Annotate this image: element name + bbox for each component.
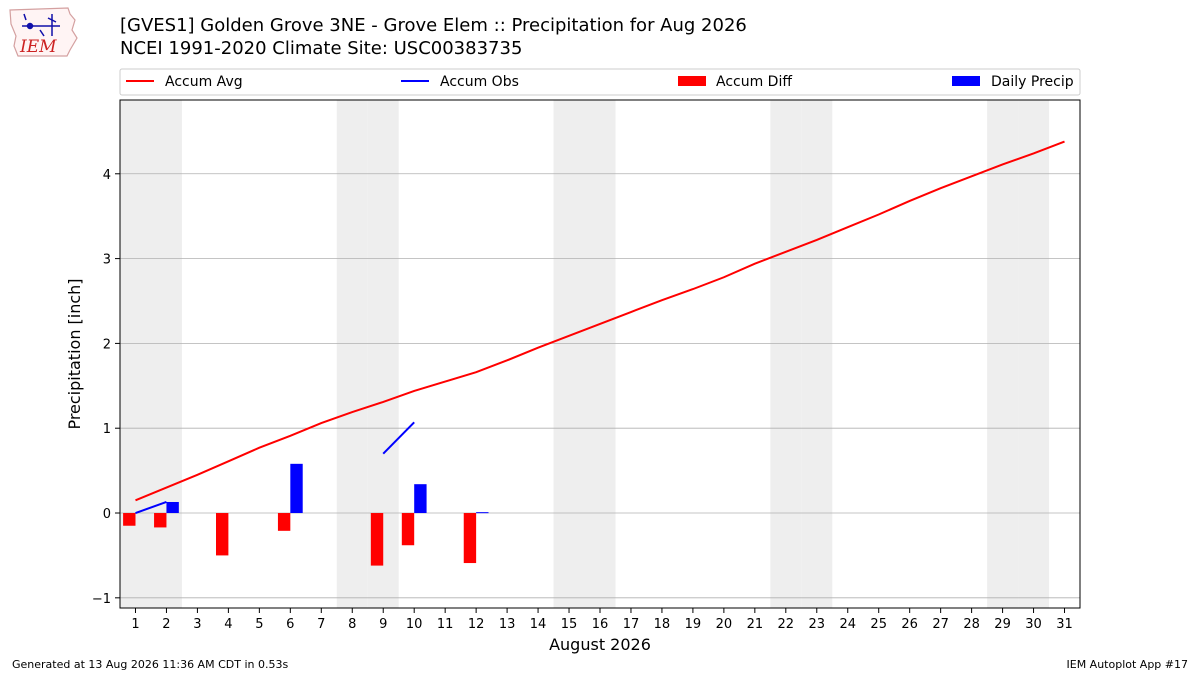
- y-axis-label: Precipitation [inch]: [65, 278, 84, 429]
- x-tick-label: 27: [932, 617, 949, 632]
- accum-obs-segment-0: [135, 501, 167, 514]
- weekend-band-day-1: [120, 100, 151, 608]
- x-tick-label: 23: [809, 617, 826, 632]
- x-tick-label: 3: [193, 617, 201, 632]
- x-tick-label: 8: [348, 617, 356, 632]
- accum-diff-bar-day-2: [154, 513, 167, 528]
- y-tick-label: 0: [103, 507, 111, 522]
- daily-precip-bar-day-6: [290, 463, 303, 514]
- x-tick-label: 1: [131, 617, 139, 632]
- accum-diff-bar-day-9: [370, 513, 384, 566]
- x-tick-label: 19: [685, 617, 702, 632]
- legend-label-accum-avg: Accum Avg: [165, 74, 243, 90]
- accum-obs-line: [135, 421, 415, 514]
- accum-diff-bar-day-1: [123, 513, 136, 526]
- iem-logo: IEM: [9, 7, 78, 57]
- y-tick-label: 1: [103, 422, 111, 437]
- footer-generated-text: Generated at 13 Aug 2026 11:36 AM CDT in…: [12, 658, 288, 671]
- chart-title: [GVES1] Golden Grove 3NE - Grove Elem ::…: [120, 15, 747, 36]
- y-tick-label: −1: [92, 592, 111, 607]
- y-axis: −1 0 1 2 3 4: [92, 168, 120, 607]
- gridlines: [120, 173, 1080, 599]
- x-tick-label: 7: [317, 617, 325, 632]
- x-tick-label: 26: [901, 617, 918, 632]
- y-tick-label: 4: [103, 168, 111, 183]
- legend-swatch-accum-diff: [678, 76, 706, 86]
- x-tick-label: 6: [286, 617, 294, 632]
- daily-precip-bar-day-12: [476, 512, 489, 514]
- legend-label-daily-precip: Daily Precip: [991, 74, 1074, 90]
- footer-app-text: IEM Autoplot App #17: [1067, 658, 1189, 671]
- x-tick-label: 18: [654, 617, 671, 632]
- legend-label-accum-obs: Accum Obs: [440, 74, 519, 90]
- daily-precip-bar-day-10: [414, 484, 427, 514]
- legend-frame: [119, 68, 1081, 96]
- x-tick-label: 14: [530, 617, 547, 632]
- accum-diff-bar-day-10: [401, 513, 415, 546]
- accum-diff-bar-day-6: [277, 513, 291, 531]
- x-axis-label: August 2026: [549, 635, 651, 654]
- accum-diff-bar-day-4: [216, 513, 229, 556]
- x-tick-label: 11: [437, 617, 454, 632]
- accum-avg-series-line: [135, 140, 1065, 502]
- chart-subtitle: NCEI 1991-2020 Climate Site: USC00383735: [120, 38, 522, 59]
- x-tick-label: 10: [406, 617, 423, 632]
- x-tick-label: 29: [994, 617, 1011, 632]
- accum-diff-bars: [123, 513, 477, 566]
- weather-station-icon: [22, 13, 60, 37]
- x-tick-label: 13: [499, 617, 516, 632]
- iem-logo-text: IEM: [19, 37, 57, 57]
- y-tick-label: 3: [103, 253, 111, 268]
- weekend-band-day-8: [336, 100, 368, 608]
- x-tick-label: 22: [778, 617, 795, 632]
- x-tick-label: 12: [468, 617, 485, 632]
- weekend-band-day-15: [553, 100, 585, 608]
- accum-avg-line: [135, 140, 1065, 502]
- x-tick-label: 25: [870, 617, 887, 632]
- x-tick-label: 28: [963, 617, 980, 632]
- x-tick-label: 4: [224, 617, 232, 632]
- iowa-state-outline-icon: [9, 7, 78, 57]
- x-tick-label: 2: [162, 617, 170, 632]
- x-tick-label: 20: [716, 617, 733, 632]
- x-tick-label: 21: [747, 617, 764, 632]
- daily-precip-bars: [166, 463, 489, 514]
- x-tick-label: 17: [623, 617, 640, 632]
- x-tick-label: 24: [839, 617, 856, 632]
- weekend-band-day-29: [987, 100, 1019, 608]
- weekend-bands: [120, 100, 1050, 608]
- weekend-band-day-16: [584, 100, 616, 608]
- x-tick-label: 16: [592, 617, 609, 632]
- weekend-band-day-30: [1018, 100, 1050, 608]
- x-tick-label: 31: [1056, 617, 1073, 632]
- x-axis: 1 2 3 4 5 6 7 8 9 10 11 12 13 14 15 16 17 18 19 20 21 22 23 24 2…: [131, 608, 1073, 632]
- legend-label-accum-diff: Accum Diff: [716, 74, 792, 90]
- x-tick-label: 30: [1025, 617, 1042, 632]
- chart-legend: Accum Avg Accum Obs Accum Diff Daily Pre…: [119, 68, 1081, 96]
- weekend-band-day-23: [801, 100, 833, 608]
- y-tick-label: 2: [103, 337, 111, 352]
- accum-diff-bar-day-12: [463, 513, 477, 564]
- daily-precip-bar-day-2: [166, 501, 179, 514]
- accum-obs-segment-1: [382, 421, 415, 455]
- weekend-band-day-2: [150, 100, 182, 608]
- x-tick-label: 5: [255, 617, 263, 632]
- weekend-band-day-22: [770, 100, 802, 608]
- legend-swatch-daily-precip: [952, 76, 980, 86]
- x-tick-label: 9: [379, 617, 387, 632]
- x-tick-label: 15: [561, 617, 578, 632]
